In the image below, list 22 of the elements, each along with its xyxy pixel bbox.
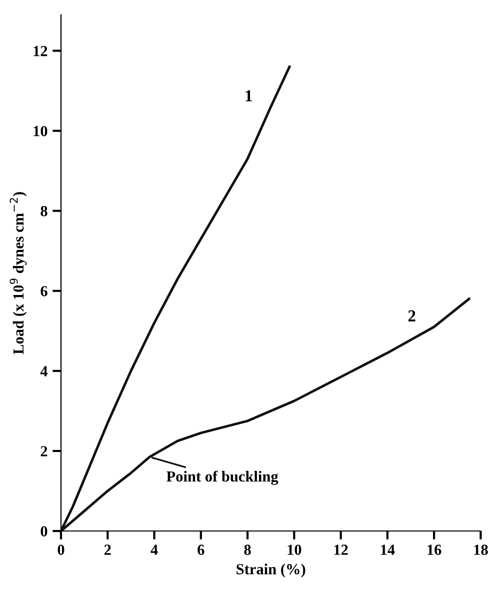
y-tick-label: 8 bbox=[40, 206, 48, 216]
x-tick-label: 0 bbox=[58, 544, 64, 555]
y-tick-label: 6 bbox=[40, 286, 48, 296]
annotation: Point of buckling bbox=[166, 470, 278, 485]
y-tick-label: 10 bbox=[34, 126, 48, 136]
x-tick-label: 14 bbox=[381, 544, 395, 555]
x-tick-label: 10 bbox=[288, 544, 302, 555]
x-tick-label: 12 bbox=[334, 544, 348, 555]
y-tick-label: 2 bbox=[40, 446, 48, 456]
x-tick-label: 4 bbox=[150, 544, 158, 555]
x-tick-label: 18 bbox=[474, 544, 488, 555]
x-tick-label: 16 bbox=[428, 544, 442, 555]
y-axis-title: Load (x 10$^{9}$ dynes cm$^{−2}$) bbox=[10, 192, 27, 354]
x-tick-label: 2 bbox=[104, 544, 111, 555]
x-axis-title: Strain (%) bbox=[236, 564, 306, 578]
y-tick-label: 0 bbox=[40, 526, 48, 536]
y-tick-label: 12 bbox=[34, 46, 48, 56]
x-tick-label: 6 bbox=[198, 544, 204, 555]
y-tick-label: 4 bbox=[40, 366, 48, 376]
x-tick-label: 8 bbox=[244, 544, 251, 555]
series-label: 1 bbox=[246, 90, 252, 102]
series-label: 2 bbox=[408, 310, 416, 322]
